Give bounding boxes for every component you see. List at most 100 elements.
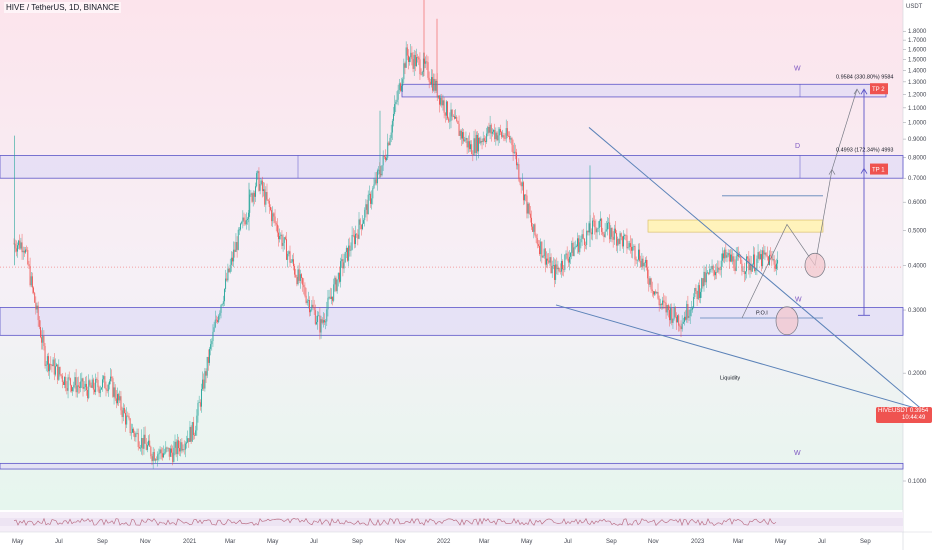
candle-body bbox=[556, 264, 558, 270]
candle-body bbox=[435, 81, 437, 91]
entry-circle-upper[interactable] bbox=[804, 252, 826, 278]
candle-body bbox=[279, 236, 281, 240]
candle-body bbox=[375, 179, 377, 184]
candle-body bbox=[477, 134, 478, 152]
candle-body bbox=[44, 346, 46, 366]
candle-body bbox=[126, 415, 128, 425]
candle-body bbox=[409, 57, 411, 62]
measure-arrowhead-tp1 bbox=[860, 167, 868, 174]
candle-body bbox=[249, 194, 251, 213]
candle-body bbox=[479, 137, 481, 144]
candle-body bbox=[535, 234, 537, 238]
candle-body bbox=[158, 453, 160, 455]
candle-body bbox=[763, 250, 765, 255]
candle-body bbox=[378, 169, 379, 171]
candle-body bbox=[360, 224, 362, 230]
candle-body bbox=[316, 322, 317, 325]
candle-body bbox=[697, 285, 699, 299]
candle-body bbox=[728, 252, 730, 262]
candle-body bbox=[543, 248, 545, 257]
candle-body bbox=[226, 278, 228, 281]
candle-body bbox=[474, 138, 476, 154]
candle-body bbox=[66, 388, 68, 391]
candle-body bbox=[298, 269, 300, 281]
candle-body bbox=[92, 379, 94, 390]
candle-body bbox=[121, 410, 123, 418]
candle-body bbox=[459, 130, 461, 136]
candle-body bbox=[87, 390, 89, 399]
candle-body bbox=[612, 236, 614, 240]
candle-body bbox=[42, 335, 44, 343]
candle-body bbox=[218, 315, 220, 322]
candle-body bbox=[684, 316, 685, 322]
candle-body bbox=[704, 271, 706, 283]
candle-body bbox=[264, 189, 266, 205]
candle-body bbox=[678, 315, 680, 326]
candle-body bbox=[452, 116, 454, 117]
candle-body bbox=[196, 415, 198, 431]
candle-body bbox=[321, 319, 323, 323]
candle-body bbox=[529, 213, 531, 218]
candle-body bbox=[134, 432, 136, 438]
candle-body bbox=[260, 180, 262, 184]
candle-body bbox=[348, 245, 350, 261]
candle-body bbox=[119, 396, 121, 401]
candle-body bbox=[458, 123, 460, 136]
candle-body bbox=[233, 249, 235, 262]
candle-body bbox=[80, 381, 82, 388]
candle-body bbox=[605, 229, 607, 232]
indicator-line bbox=[13, 517, 777, 527]
candle-body bbox=[464, 139, 466, 142]
candle-body bbox=[195, 430, 197, 436]
zone-w-lower bbox=[0, 307, 904, 336]
candle-body bbox=[113, 387, 115, 397]
candle-body bbox=[433, 78, 435, 91]
candle-body bbox=[481, 141, 483, 143]
candle-body bbox=[565, 253, 567, 255]
candle-body bbox=[25, 249, 26, 253]
candle-body bbox=[590, 232, 592, 235]
candle-body bbox=[419, 59, 421, 75]
candle-body bbox=[601, 218, 603, 232]
candle-body bbox=[351, 234, 353, 250]
candle-body bbox=[702, 278, 704, 287]
candle-body bbox=[443, 100, 445, 113]
entry-circle-lower[interactable] bbox=[775, 306, 799, 336]
candle-body bbox=[344, 252, 346, 263]
candle-body bbox=[663, 300, 665, 303]
candle-body bbox=[103, 376, 105, 380]
candle-body bbox=[72, 387, 74, 392]
candle-body bbox=[504, 138, 506, 140]
candle-body bbox=[594, 220, 596, 228]
candle-body bbox=[201, 389, 202, 407]
consolidation-box bbox=[647, 219, 824, 233]
candle-body bbox=[306, 300, 308, 303]
candle-body bbox=[211, 341, 213, 345]
candle-body bbox=[542, 256, 544, 258]
candle-body bbox=[322, 320, 324, 323]
candle-body bbox=[112, 378, 114, 397]
candle-body bbox=[686, 303, 688, 320]
candle-body bbox=[451, 109, 453, 117]
candle-body bbox=[558, 267, 560, 272]
candle-body bbox=[624, 234, 626, 236]
candle-body bbox=[161, 453, 163, 458]
candle-body bbox=[422, 58, 424, 72]
candle-body bbox=[639, 249, 641, 261]
candle-body bbox=[448, 118, 450, 122]
candle-body bbox=[143, 434, 145, 449]
candle-body bbox=[152, 452, 154, 462]
candle-body bbox=[213, 327, 215, 332]
candle-body bbox=[516, 152, 517, 166]
candle-body bbox=[680, 326, 682, 330]
candle-body bbox=[120, 396, 122, 411]
candle-body bbox=[238, 229, 240, 231]
candle-body bbox=[145, 443, 147, 450]
candle-body bbox=[661, 304, 662, 305]
candle-body bbox=[480, 141, 482, 144]
candle-body bbox=[638, 249, 639, 260]
candle-body bbox=[537, 244, 539, 246]
candle-body bbox=[399, 83, 401, 91]
